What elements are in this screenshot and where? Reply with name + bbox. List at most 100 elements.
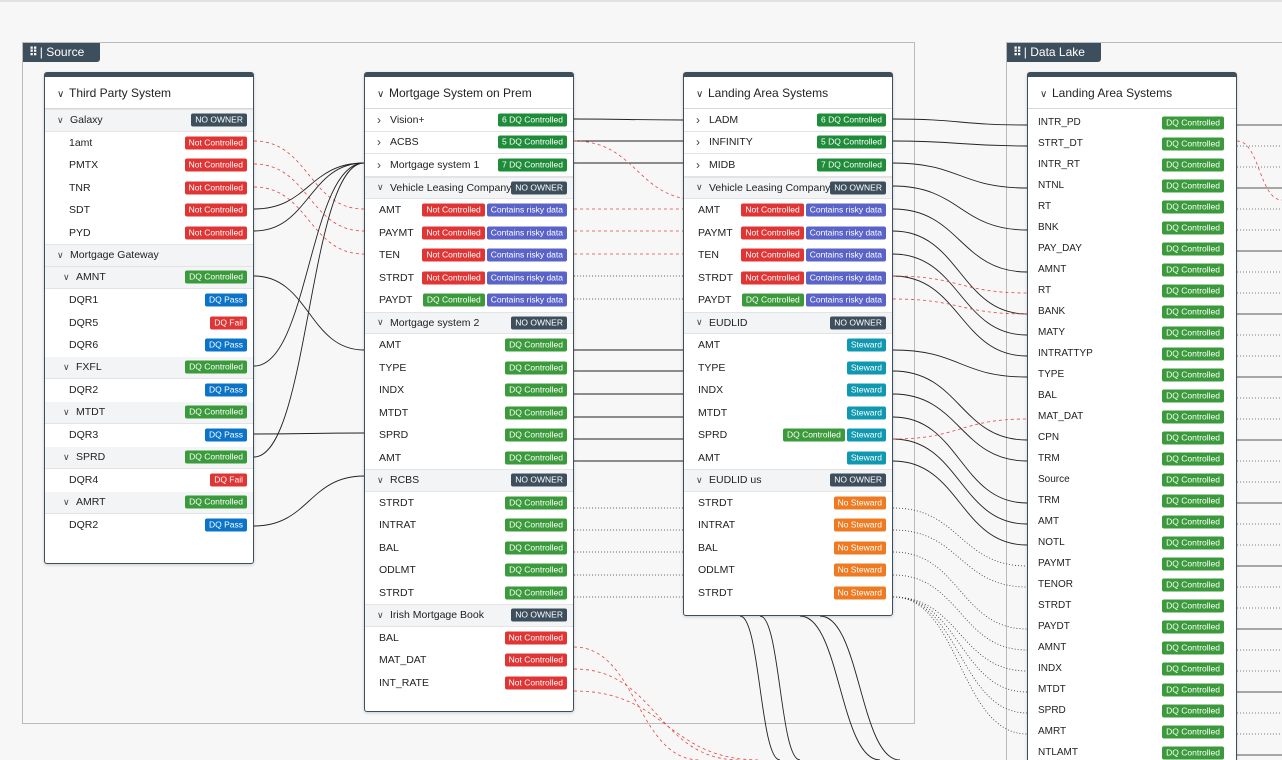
field-row[interactable]: RT DQ Controlled <box>1028 196 1236 217</box>
section-vehicle-leasing[interactable]: ∨ Vehicle Leasing Company NO OWNER <box>365 176 573 199</box>
field-row[interactable]: SPRD DQ Controlled <box>365 424 573 447</box>
field-row[interactable]: Source DQ Controlled <box>1028 469 1236 490</box>
section-eudlid[interactable]: ∨ EUDLID NO OWNER <box>684 311 892 334</box>
field-row[interactable]: TYPE Steward <box>684 357 892 380</box>
sub-sprd[interactable]: ∨ SPRD DQ Controlled <box>45 446 253 469</box>
collapsed-system-row[interactable]: › MIDB 7 DQ Controlled <box>684 154 892 177</box>
chevron-down-icon[interactable]: ∨ <box>377 317 384 328</box>
field-row[interactable]: STRDT Not Controlled Contains risky data <box>684 267 892 290</box>
field-row[interactable]: ODLMT DQ Controlled <box>365 559 573 582</box>
chevron-down-icon[interactable]: ∨ <box>696 474 703 485</box>
mortgage-system-on-prem-node[interactable]: ∨ Mortgage System on Prem › Vision+ 6 DQ Co… <box>364 72 574 712</box>
section-mortgage-gateway[interactable]: ∨ Mortgage Gateway <box>45 244 253 267</box>
field-row[interactable]: INDX Steward <box>684 379 892 402</box>
node-title[interactable]: ∨ Landing Area Systems <box>1028 77 1236 109</box>
chevron-down-icon[interactable]: ∨ <box>63 496 70 507</box>
field-row[interactable]: STRDT DQ Controlled <box>1028 595 1236 616</box>
field-row[interactable]: SDT Not Controlled <box>45 199 253 222</box>
section-eudlid-us[interactable]: ∨ EUDLID us NO OWNER <box>684 469 892 492</box>
field-row[interactable]: DQR5 DQ Fail <box>45 312 253 335</box>
chevron-right-icon[interactable]: › <box>377 135 381 150</box>
chevron-down-icon[interactable]: ∨ <box>377 89 385 100</box>
drag-handle-icon[interactable]: ⠿ <box>29 45 38 59</box>
field-row[interactable]: PYD Not Controlled <box>45 222 253 245</box>
field-row[interactable]: INDX DQ Controlled <box>1028 658 1236 679</box>
chevron-down-icon[interactable]: ∨ <box>63 406 70 417</box>
chevron-down-icon[interactable]: ∨ <box>63 451 70 462</box>
landing-area-systems-node[interactable]: ∨ Landing Area Systems › LADM 6 DQ Controll… <box>683 72 893 616</box>
field-row[interactable]: ODLMT No Steward <box>684 559 892 582</box>
collapsed-system-row[interactable]: › Mortgage system 1 7 DQ Controlled <box>365 154 573 177</box>
field-row[interactable]: TYPE DQ Controlled <box>1028 364 1236 385</box>
sub-amrt[interactable]: ∨ AMRT DQ Controlled <box>45 491 253 514</box>
chevron-right-icon[interactable]: › <box>696 112 700 127</box>
field-row[interactable]: CPN DQ Controlled <box>1028 427 1236 448</box>
field-row[interactable]: DQR3 DQ Pass <box>45 424 253 447</box>
drag-handle-icon[interactable]: ⠿ <box>1013 45 1022 59</box>
field-row[interactable]: TEN Not Controlled Contains risky data <box>365 244 573 267</box>
field-row[interactable]: AMNT DQ Controlled <box>1028 259 1236 280</box>
field-row[interactable]: PAYDT DQ Controlled Contains risky data <box>684 289 892 312</box>
field-row[interactable]: BAL DQ Controlled <box>365 537 573 560</box>
chevron-down-icon[interactable]: ∨ <box>696 317 703 328</box>
source-group-tab[interactable]: ⠿ | Source <box>23 43 101 62</box>
chevron-down-icon[interactable]: ∨ <box>696 182 703 193</box>
field-row[interactable]: MAT_DAT DQ Controlled <box>1028 406 1236 427</box>
field-row[interactable]: SPRD DQ Controlled <box>1028 700 1236 721</box>
chevron-down-icon[interactable]: ∨ <box>57 89 65 100</box>
collapsed-system-row[interactable]: › LADM 6 DQ Controlled <box>684 109 892 132</box>
section-irish-mortgage-book[interactable]: ∨ Irish Mortgage Book NO OWNER <box>365 604 573 627</box>
chevron-right-icon[interactable]: › <box>377 157 381 172</box>
chevron-down-icon[interactable]: ∨ <box>57 249 64 260</box>
field-row[interactable]: TYPE DQ Controlled <box>365 357 573 380</box>
node-title[interactable]: ∨ Landing Area Systems <box>684 77 892 109</box>
field-row[interactable]: TNR Not Controlled <box>45 177 253 200</box>
field-row[interactable]: PAY_DAY DQ Controlled <box>1028 238 1236 259</box>
field-row[interactable]: INT_RATE Not Controlled <box>365 672 573 695</box>
field-row[interactable]: AMRT DQ Controlled <box>1028 721 1236 742</box>
field-row[interactable]: STRDT DQ Controlled <box>365 492 573 515</box>
field-row[interactable]: STRDT No Steward <box>684 492 892 515</box>
field-row[interactable]: INDX DQ Controlled <box>365 379 573 402</box>
field-row[interactable]: BAL Not Controlled <box>365 627 573 650</box>
chevron-down-icon[interactable]: ∨ <box>696 89 704 100</box>
field-row[interactable]: DQR2 DQ Pass <box>45 379 253 402</box>
field-row[interactable]: STRT_DT DQ Controlled <box>1028 133 1236 154</box>
section-rcbs[interactable]: ∨ RCBS NO OWNER <box>365 469 573 492</box>
field-row[interactable]: INTRAT No Steward <box>684 514 892 537</box>
node-title[interactable]: ∨ Third Party System <box>45 77 253 109</box>
field-row[interactable]: BAL DQ Controlled <box>1028 385 1236 406</box>
chevron-down-icon[interactable]: ∨ <box>377 474 384 485</box>
field-row[interactable]: PAYDT DQ Controlled Contains risky data <box>365 289 573 312</box>
field-row[interactable]: AMT DQ Controlled <box>365 334 573 357</box>
section-vehicle-leasing[interactable]: ∨ Vehicle Leasing Company NO OWNER <box>684 176 892 199</box>
field-row[interactable]: NTNL DQ Controlled <box>1028 175 1236 196</box>
field-row[interactable]: PAYMT Not Controlled Contains risky data <box>684 222 892 245</box>
chevron-down-icon[interactable]: ∨ <box>57 114 64 125</box>
chevron-down-icon[interactable]: ∨ <box>63 271 70 282</box>
sub-mtdt[interactable]: ∨ MTDT DQ Controlled <box>45 401 253 424</box>
field-row[interactable]: PAYDT DQ Controlled <box>1028 616 1236 637</box>
field-row[interactable]: AMT DQ Controlled <box>365 447 573 470</box>
field-row[interactable]: INTRATTYP DQ Controlled <box>1028 343 1236 364</box>
field-row[interactable]: MATY DQ Controlled <box>1028 322 1236 343</box>
field-row[interactable]: DQR4 DQ Fail <box>45 469 253 492</box>
field-row[interactable]: STRDT DQ Controlled <box>365 582 573 605</box>
field-row[interactable]: RT DQ Controlled <box>1028 280 1236 301</box>
field-row[interactable]: SPRD DQ Controlled Steward <box>684 424 892 447</box>
field-row[interactable]: TENOR DQ Controlled <box>1028 574 1236 595</box>
field-row[interactable]: PAYMT Not Controlled Contains risky data <box>365 222 573 245</box>
collapsed-system-row[interactable]: › INFINITY 5 DQ Controlled <box>684 131 892 154</box>
field-row[interactable]: INTR_RT DQ Controlled <box>1028 154 1236 175</box>
third-party-system-node[interactable]: ∨ Third Party System ∨ Galaxy NO OWNER 1amt… <box>44 72 254 564</box>
chevron-down-icon[interactable]: ∨ <box>377 609 384 620</box>
field-row[interactable]: BNK DQ Controlled <box>1028 217 1236 238</box>
field-row[interactable]: STRDT No Steward <box>684 582 892 605</box>
field-row[interactable]: MTDT Steward <box>684 402 892 425</box>
node-title[interactable]: ∨ Mortgage System on Prem <box>365 77 573 109</box>
field-row[interactable]: INTRAT DQ Controlled <box>365 514 573 537</box>
chevron-right-icon[interactable]: › <box>377 112 381 127</box>
data-lake-group-tab[interactable]: ⠿ | Data Lake <box>1007 43 1101 62</box>
field-row[interactable]: AMT DQ Controlled <box>1028 511 1236 532</box>
sub-amnt[interactable]: ∨ AMNT DQ Controlled <box>45 266 253 289</box>
